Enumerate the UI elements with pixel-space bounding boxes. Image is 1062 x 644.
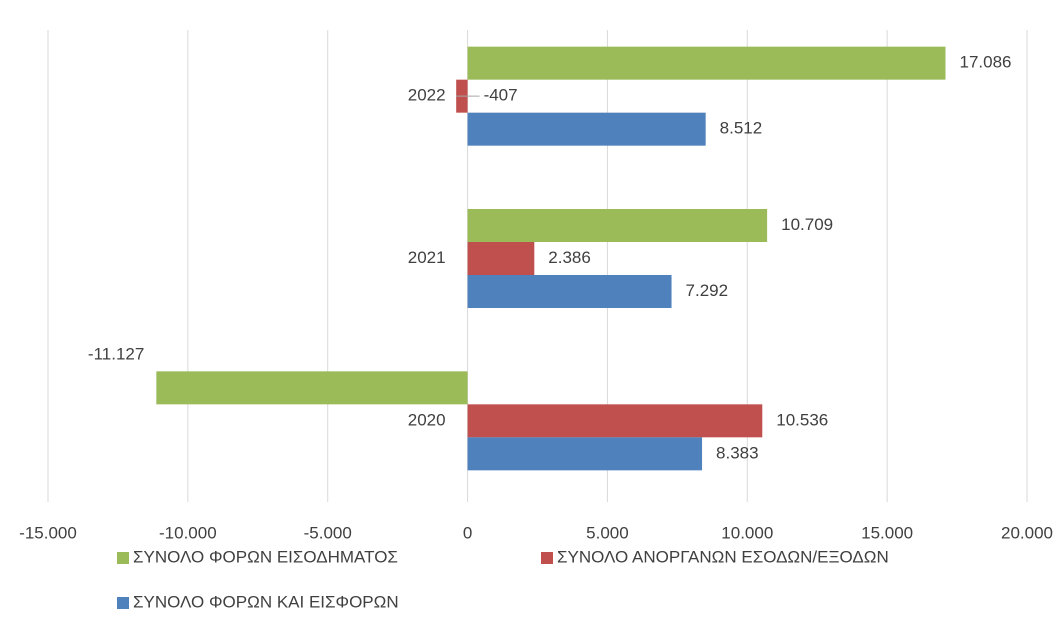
- category-label: 2022: [408, 86, 446, 105]
- value-label: 17.086: [959, 53, 1011, 72]
- legend-label: ΣΥΝΟΛΟ ΑΝΟΡΓΑΝΩΝ ΕΣΟΔΩΝ/ΕΞΟΔΩΝ: [557, 547, 889, 566]
- bar: [467, 437, 703, 471]
- x-tick-label: 10.000: [721, 523, 773, 542]
- bar: [467, 112, 706, 146]
- x-tick-label: -10.000: [159, 523, 217, 542]
- value-label: 7.292: [686, 281, 729, 300]
- value-label: 8.383: [716, 443, 759, 462]
- bar: [467, 275, 672, 308]
- bar: [156, 371, 468, 405]
- value-label: 8.512: [720, 119, 763, 138]
- bar: [467, 242, 535, 275]
- x-tick-label: 15.000: [861, 523, 913, 542]
- x-tick-label: 5.000: [586, 523, 629, 542]
- category-label: 2021: [408, 248, 446, 267]
- value-label: -11.127: [88, 344, 144, 363]
- x-tick-label: -15.000: [19, 523, 77, 542]
- value-label: 10.709: [781, 215, 833, 234]
- x-tick-label: -5.000: [304, 523, 352, 542]
- bar: [467, 209, 768, 242]
- x-tick-label: 20.000: [1001, 523, 1053, 542]
- category-label: 2020: [408, 410, 446, 429]
- legend-label: ΣΥΝΟΛΟ ΦΟΡΩΝ ΚΑΙ ΕΙΣΦΟΡΩΝ: [133, 592, 399, 611]
- value-label: 2.386: [548, 248, 591, 267]
- legend-swatch: [117, 597, 129, 609]
- x-tick-label: 0: [463, 523, 472, 542]
- legend-swatch: [541, 552, 553, 564]
- legend-swatch: [117, 552, 129, 564]
- legend-label: ΣΥΝΟΛΟ ΦΟΡΩΝ ΕΙΣΟΔΗΜΑΤΟΣ: [133, 547, 398, 566]
- value-label: -407: [484, 86, 518, 105]
- bar: [467, 404, 763, 438]
- value-label: 10.536: [776, 410, 828, 429]
- bar: [467, 46, 946, 80]
